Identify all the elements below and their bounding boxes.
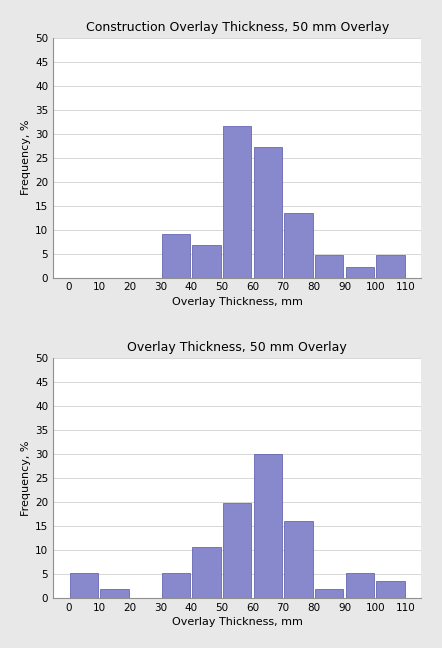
Bar [162,235,190,277]
X-axis label: Overlay Thickness, mm: Overlay Thickness, mm [171,617,303,627]
Y-axis label: Frequency, %: Frequency, % [21,120,31,196]
Bar [346,267,374,277]
Bar [284,522,312,598]
Bar [254,454,282,598]
Y-axis label: Frequency, %: Frequency, % [21,441,31,516]
Bar [223,503,251,598]
Bar [315,255,343,277]
Bar [377,581,404,598]
Bar [162,573,190,598]
Bar [377,255,404,277]
Bar [192,246,221,277]
Bar [254,147,282,277]
Bar [70,573,98,598]
Bar [223,126,251,277]
Bar [315,588,343,598]
Bar [100,588,129,598]
X-axis label: Overlay Thickness, mm: Overlay Thickness, mm [171,297,303,307]
Bar [346,573,374,598]
Title: Overlay Thickness, 50 mm Overlay: Overlay Thickness, 50 mm Overlay [127,341,347,354]
Bar [192,547,221,598]
Bar [284,213,312,277]
Title: Construction Overlay Thickness, 50 mm Overlay: Construction Overlay Thickness, 50 mm Ov… [85,21,389,34]
